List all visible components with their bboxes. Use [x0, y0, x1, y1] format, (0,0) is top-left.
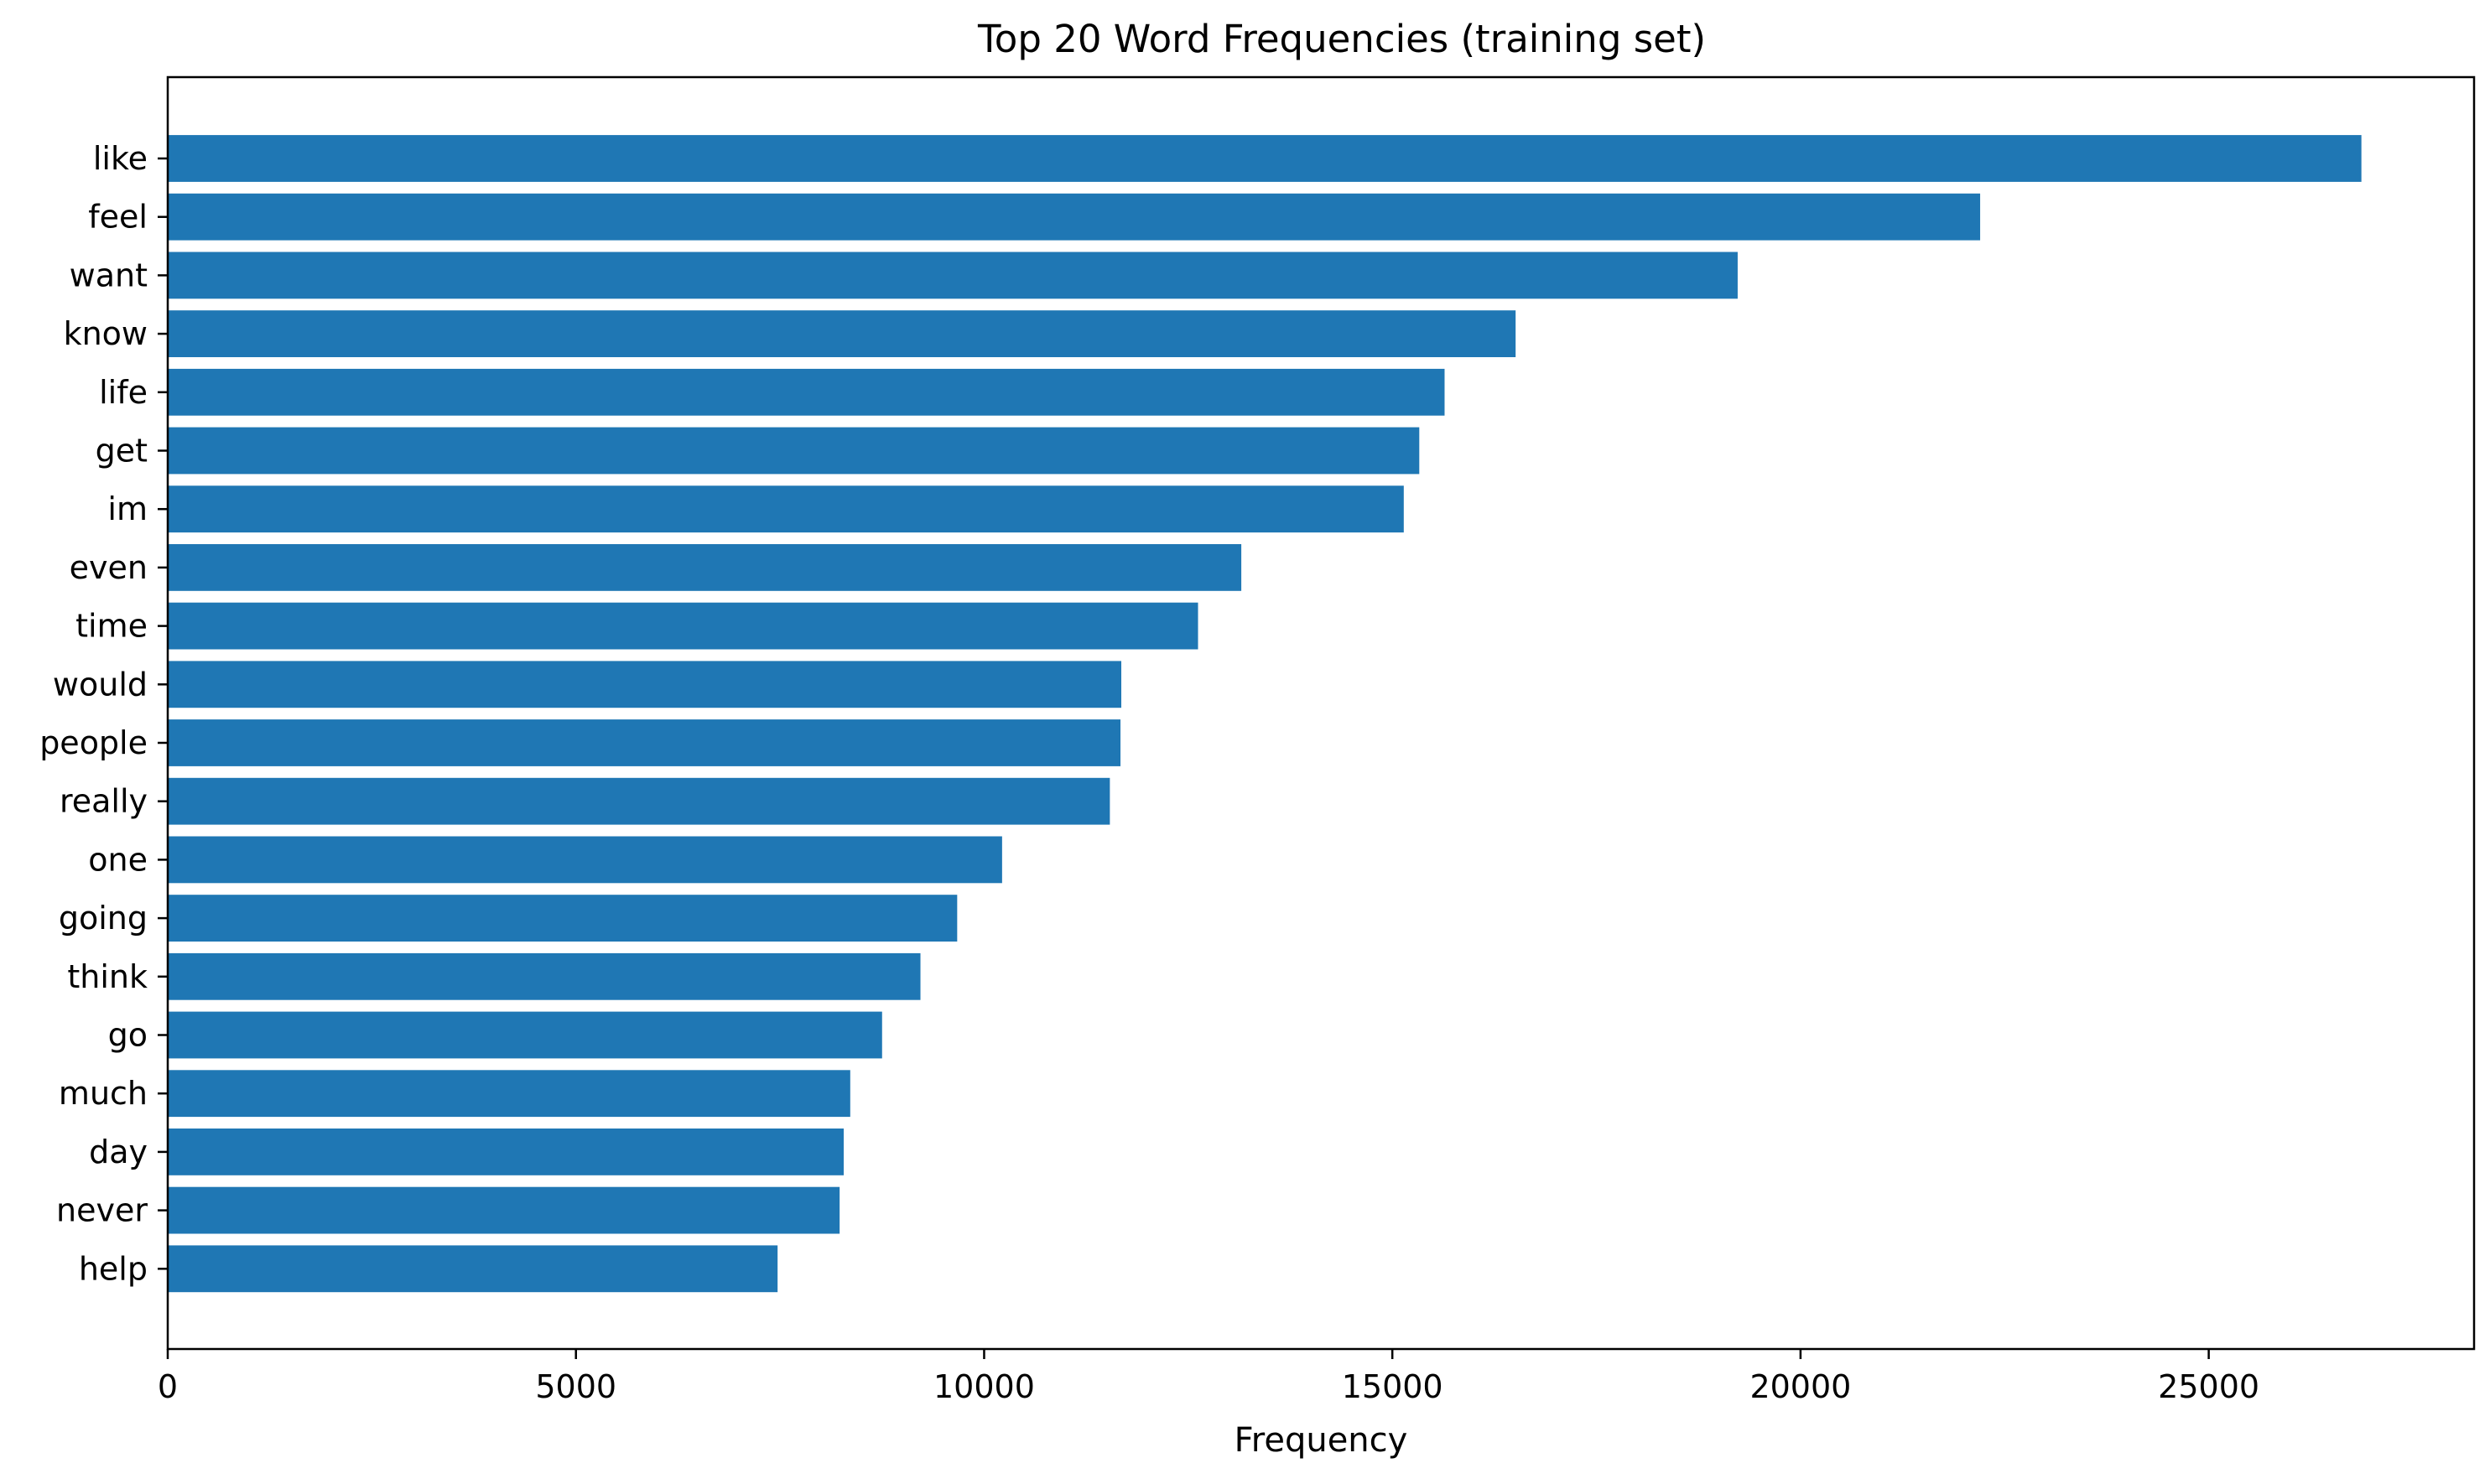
bar-life [168, 368, 1445, 416]
bar-going [168, 895, 958, 942]
x-tick-label-20000: 20000 [1749, 1368, 1851, 1405]
bar-feel [168, 193, 1981, 241]
y-tick-label-one: one [88, 841, 148, 878]
x-tick-label-5000: 5000 [535, 1368, 616, 1405]
bars-layer [168, 135, 2362, 1293]
y-tick-label-feel: feel [88, 199, 148, 236]
bar-one [168, 836, 1002, 884]
bar-would [168, 661, 1121, 708]
y-tick-label-would: would [53, 666, 148, 703]
plot-frame [166, 75, 2476, 1351]
chart-title: Top 20 Word Frequencies (training set) [977, 17, 1706, 61]
y-tick-label-like: like [93, 140, 148, 177]
x-axis-ticks: 0 5000 10000 15000 20000 25000 [158, 1349, 2259, 1405]
bar-time [168, 602, 1198, 650]
y-tick-label-time: time [75, 608, 148, 645]
y-tick-label-life: life [99, 374, 148, 411]
y-tick-label-think: think [67, 958, 148, 995]
y-tick-label-even: even [70, 549, 148, 586]
y-tick-label-im: im [107, 490, 148, 527]
x-tick-label-25000: 25000 [2158, 1368, 2259, 1405]
y-tick-label-help: help [79, 1250, 148, 1287]
y-tick-label-go: go [108, 1017, 148, 1054]
bar-even [168, 544, 1242, 591]
y-tick-label-know: know [64, 315, 148, 352]
bar-think [168, 952, 921, 1000]
y-tick-label-get: get [96, 433, 148, 470]
y-tick-label-want: want [70, 257, 148, 293]
bar-like [168, 135, 2362, 182]
x-axis-label: Frequency [1235, 1421, 1408, 1460]
bar-day [168, 1129, 845, 1175]
bar-go [168, 1011, 882, 1059]
y-axis-ticks: like feel want know life get im even time would pe… [39, 140, 168, 1287]
bar-im [168, 485, 1404, 533]
bar-get [168, 427, 1420, 475]
y-tick-label-really: really [60, 783, 148, 820]
y-tick-label-day: day [89, 1134, 148, 1170]
y-tick-label-people: people [39, 724, 148, 761]
x-tick-label-15000: 15000 [1342, 1368, 1443, 1405]
y-tick-label-going: going [59, 900, 148, 937]
y-tick-label-much: much [59, 1075, 148, 1112]
x-tick-label-0: 0 [158, 1368, 178, 1405]
bar-want [168, 252, 1738, 299]
bar-much [168, 1070, 850, 1118]
bar-never [168, 1186, 840, 1234]
bar-help [168, 1245, 778, 1293]
bar-people [168, 719, 1121, 766]
x-tick-label-10000: 10000 [933, 1368, 1035, 1405]
bar-know [168, 310, 1516, 357]
y-tick-label-never: never [56, 1192, 148, 1229]
bar-really [168, 777, 1110, 825]
